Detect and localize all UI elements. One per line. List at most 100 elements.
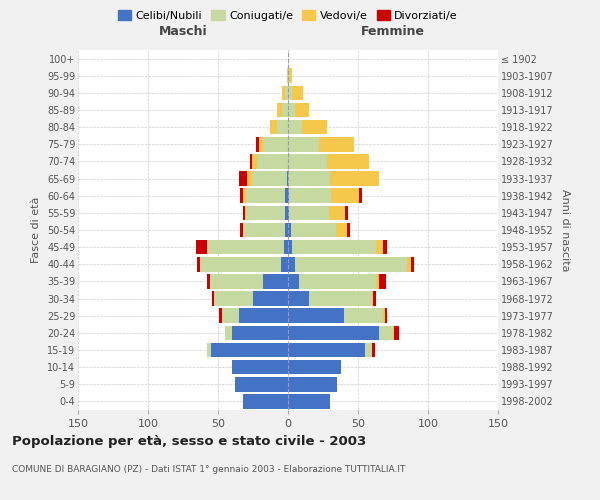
Bar (243, 206, 245, 220)
Bar (288, 360, 341, 374)
Bar (243, 394, 288, 408)
Bar (250, 154, 251, 168)
Bar (239, 172, 247, 186)
Bar (256, 137, 259, 152)
Bar (196, 240, 207, 254)
Bar (277, 120, 288, 134)
Bar (285, 86, 288, 100)
Bar (257, 154, 288, 168)
Bar (346, 206, 348, 220)
Bar (211, 342, 288, 357)
Bar (241, 188, 243, 203)
Bar (288, 86, 292, 100)
Bar (376, 274, 379, 288)
Legend: Celibi/Nubili, Coniugati/e, Vedovi/e, Divorziati/e: Celibi/Nubili, Coniugati/e, Vedovi/e, Di… (116, 8, 460, 23)
Bar (243, 188, 246, 203)
Bar (277, 102, 283, 118)
Bar (200, 257, 281, 272)
Bar (214, 292, 253, 306)
Bar (288, 326, 379, 340)
Bar (288, 292, 309, 306)
Bar (359, 188, 362, 203)
Bar (285, 206, 288, 220)
Bar (235, 377, 288, 392)
Bar (291, 222, 335, 238)
Bar (288, 188, 289, 203)
Bar (383, 308, 385, 323)
Bar (246, 188, 285, 203)
Bar (285, 222, 288, 238)
Bar (394, 326, 398, 340)
Bar (292, 240, 376, 254)
Bar (209, 274, 263, 288)
Bar (285, 188, 288, 203)
Bar (289, 68, 292, 83)
Bar (289, 206, 329, 220)
Bar (288, 172, 330, 186)
Bar (251, 172, 287, 186)
Bar (372, 292, 373, 306)
Bar (232, 326, 288, 340)
Bar (288, 257, 295, 272)
Bar (365, 342, 372, 357)
Bar (263, 274, 288, 288)
Bar (207, 240, 284, 254)
Bar (385, 308, 388, 323)
Bar (329, 206, 346, 220)
Text: COMUNE DI BARAGIANO (PZ) - Dati ISTAT 1° gennaio 2003 - Elaborazione TUTTITALIA.: COMUNE DI BARAGIANO (PZ) - Dati ISTAT 1°… (12, 465, 406, 474)
Bar (288, 206, 289, 220)
Bar (207, 342, 211, 357)
Bar (239, 308, 288, 323)
Bar (330, 172, 379, 186)
Bar (207, 274, 209, 288)
Bar (251, 154, 257, 168)
Bar (245, 206, 246, 220)
Bar (299, 274, 376, 288)
Bar (253, 292, 288, 306)
Bar (212, 292, 214, 306)
Bar (283, 86, 285, 100)
Y-axis label: Fasce di età: Fasce di età (31, 197, 41, 263)
Bar (288, 377, 337, 392)
Bar (259, 137, 263, 152)
Bar (288, 222, 291, 238)
Bar (263, 137, 288, 152)
Bar (288, 120, 302, 134)
Bar (247, 172, 251, 186)
Bar (309, 292, 372, 306)
Bar (288, 240, 292, 254)
Bar (284, 240, 288, 254)
Bar (288, 102, 295, 118)
Bar (379, 326, 393, 340)
Bar (232, 360, 288, 374)
Y-axis label: Anni di nascita: Anni di nascita (560, 188, 571, 271)
Bar (379, 274, 386, 288)
Bar (302, 120, 327, 134)
Bar (289, 188, 331, 203)
Bar (292, 86, 304, 100)
Bar (288, 68, 289, 83)
Bar (281, 257, 288, 272)
Bar (283, 102, 288, 118)
Text: Maschi: Maschi (158, 25, 208, 38)
Text: Femmine: Femmine (361, 25, 425, 38)
Bar (331, 188, 359, 203)
Bar (288, 342, 365, 357)
Bar (344, 308, 383, 323)
Bar (407, 257, 411, 272)
Bar (411, 257, 414, 272)
Bar (246, 206, 285, 220)
Bar (225, 326, 232, 340)
Bar (335, 222, 347, 238)
Bar (243, 222, 285, 238)
Bar (288, 137, 319, 152)
Bar (373, 292, 376, 306)
Bar (376, 240, 383, 254)
Bar (287, 68, 288, 83)
Bar (220, 308, 222, 323)
Text: Popolazione per età, sesso e stato civile - 2003: Popolazione per età, sesso e stato civil… (12, 435, 366, 448)
Bar (319, 137, 354, 152)
Bar (295, 102, 309, 118)
Bar (288, 154, 327, 168)
Bar (241, 222, 243, 238)
